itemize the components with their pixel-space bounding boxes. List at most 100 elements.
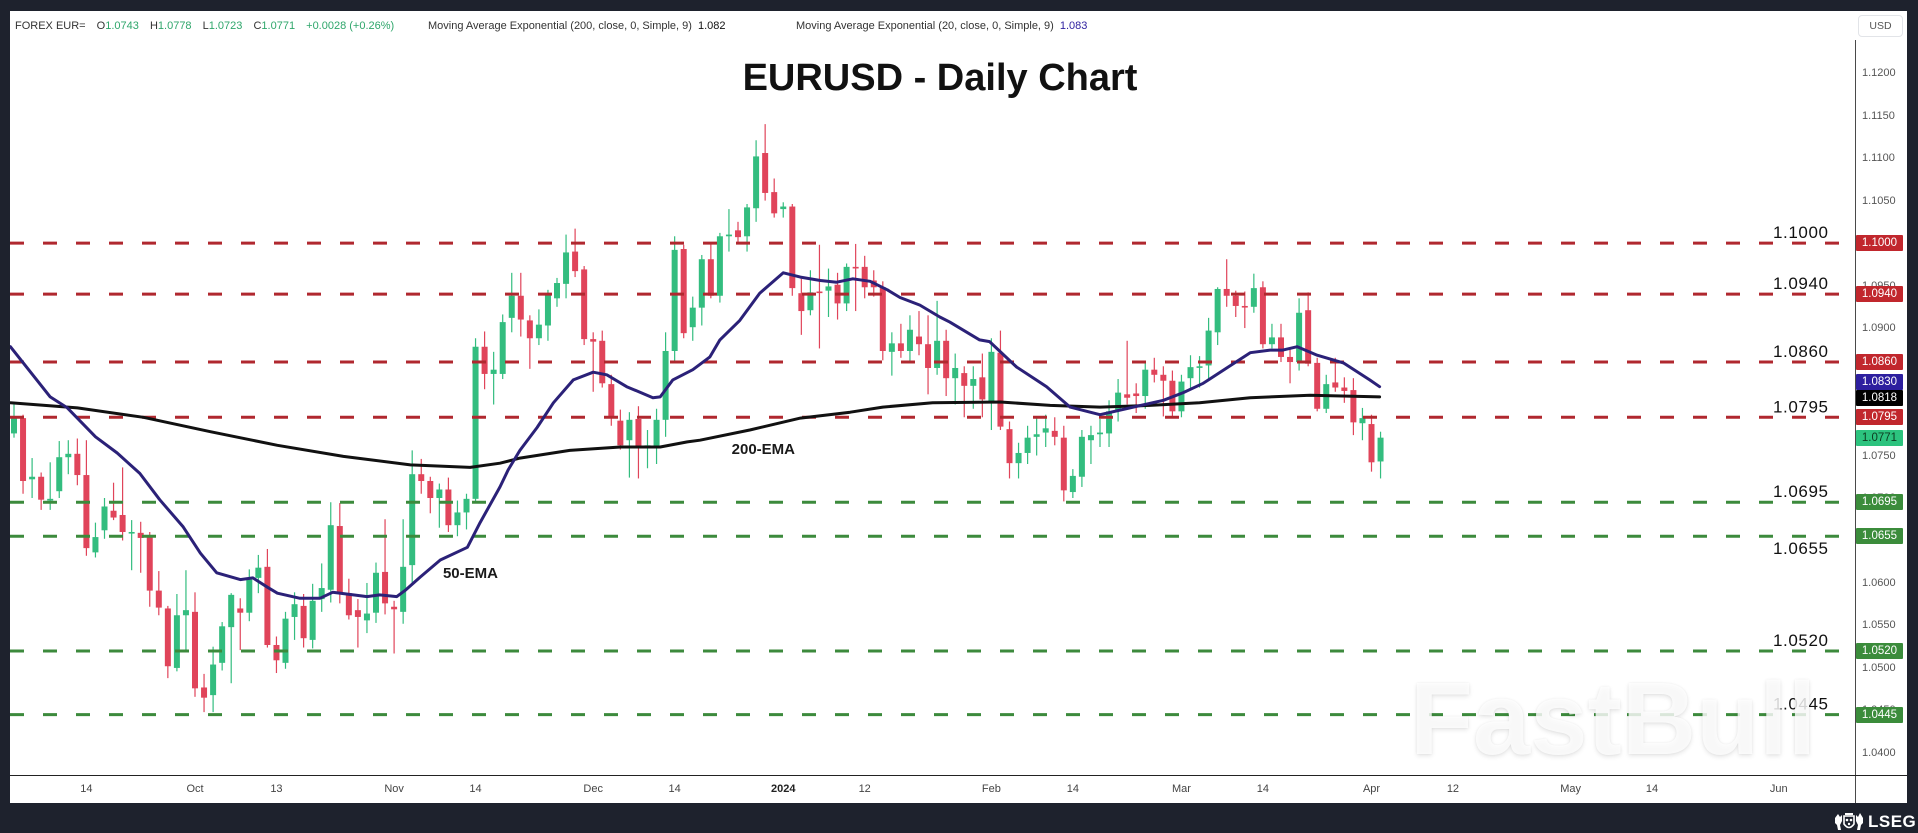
- candle: [952, 353, 959, 405]
- price-tag-1.0771: 1.0771: [1856, 429, 1903, 446]
- price-tag-1.0818: 1.0818: [1856, 389, 1903, 406]
- candle: [400, 519, 407, 624]
- candle: [1259, 281, 1266, 349]
- lseg-crest-icon: [1835, 813, 1863, 830]
- candle: [92, 522, 99, 558]
- candle: [1314, 357, 1321, 412]
- candle: [1160, 366, 1167, 417]
- candle: [345, 578, 352, 620]
- candle: [409, 450, 416, 583]
- candle: [879, 281, 886, 361]
- indicator-value: 1.083: [1059, 20, 1088, 32]
- candle: [137, 521, 144, 573]
- candle: [1323, 374, 1330, 414]
- price-axis-label: 1.0900: [1862, 322, 1896, 335]
- time-axis-label: Dec: [583, 783, 603, 795]
- candle: [798, 278, 805, 335]
- candle: [38, 472, 45, 510]
- time-axis-label: 14: [668, 783, 681, 795]
- candle: [11, 404, 17, 438]
- indicator-legend-ema200[interactable]: Moving Average Exponential (200, close, …: [428, 12, 725, 40]
- candle: [1169, 370, 1176, 417]
- chart-annotations: 200-EMA 50-EMA: [443, 441, 795, 582]
- candle: [925, 315, 932, 395]
- candle: [1069, 469, 1076, 498]
- price-axis-label: 1.0600: [1862, 576, 1896, 589]
- ohlc-open: O1.0743: [96, 20, 139, 32]
- candle: [427, 476, 434, 514]
- candle: [363, 582, 370, 634]
- chart-title: EURUSD - Daily Chart: [742, 57, 1138, 99]
- candle: [698, 254, 705, 326]
- time-axis-label: May: [1560, 783, 1581, 795]
- price-tag-1.0695: 1.0695: [1856, 494, 1903, 511]
- candle: [707, 243, 714, 299]
- candle: [1268, 323, 1275, 349]
- candle: [626, 412, 633, 478]
- time-axis[interactable]: 14 Oct 13 Nov 14 Dec 14 2024 12 Feb 14 Mar 14 Apr 12 Ma…: [10, 776, 1855, 803]
- candle: [291, 592, 298, 640]
- candle: [1151, 357, 1158, 383]
- candle: [309, 583, 316, 649]
- indicator-legend-ema20[interactable]: Moving Average Exponential (20, close, 0…: [796, 12, 1087, 40]
- candle: [680, 244, 687, 339]
- candle: [354, 599, 361, 648]
- symbol-legend[interactable]: FOREX EUR= O1.0743 H1.0778 L1.0723 C1.07…: [15, 12, 394, 40]
- ohlc-close: C1.0771: [253, 20, 296, 32]
- candle: [454, 500, 461, 537]
- candle: [662, 332, 669, 437]
- candle: [961, 366, 968, 418]
- candle: [173, 594, 180, 672]
- candle: [888, 332, 895, 376]
- candle: [1241, 291, 1248, 329]
- candle: [119, 467, 126, 541]
- level-label: 1.0795: [1773, 397, 1829, 416]
- candle: [382, 519, 389, 615]
- candle: [1296, 298, 1303, 371]
- candle: [1142, 362, 1149, 409]
- currency-button[interactable]: USD: [1858, 15, 1903, 37]
- candle: [689, 296, 696, 341]
- 50-ema-line[interactable]: [10, 271, 1382, 600]
- candle: [916, 311, 922, 356]
- candle: [1078, 430, 1085, 487]
- candle: [617, 409, 624, 450]
- time-axis-label: Nov: [384, 783, 404, 795]
- candle: [526, 315, 533, 369]
- candle: [535, 309, 542, 346]
- candle: [897, 323, 904, 358]
- price-axis-label: 1.0500: [1862, 661, 1896, 674]
- candle: [255, 554, 262, 594]
- price-tag-1.0860: 1.0860: [1856, 354, 1903, 371]
- candle: [318, 563, 325, 612]
- candle: [1377, 431, 1384, 479]
- candle: [282, 611, 289, 669]
- price-axis-label: 1.1200: [1862, 67, 1896, 80]
- candle: [1368, 414, 1375, 472]
- candle: [1278, 323, 1284, 363]
- symbol-name: FOREX EUR=: [15, 20, 86, 32]
- candle: [1006, 421, 1013, 479]
- price-chart[interactable]: 1.1000 1.0940 1.0860 1.0795 1.0695 1.0655 1.05…: [10, 40, 1855, 775]
- candle: [780, 202, 787, 218]
- 200-ema-annotation: 200-EMA: [732, 441, 796, 458]
- candle: [490, 351, 497, 405]
- candle: [155, 571, 162, 616]
- candle: [753, 140, 760, 222]
- candle: [436, 483, 443, 528]
- price-axis[interactable]: 1.12001.11501.11001.10501.09501.09001.07…: [1855, 40, 1907, 775]
- candle: [20, 414, 27, 494]
- candle: [599, 330, 606, 388]
- ohlc-high: H1.0778: [149, 20, 192, 32]
- candle: [65, 440, 72, 475]
- candle: [716, 232, 723, 303]
- candle: [164, 605, 171, 679]
- price-axis-label: 1.1100: [1862, 152, 1895, 165]
- candle: [997, 330, 1004, 431]
- 200-ema-line[interactable]: [10, 393, 1382, 469]
- candle: [906, 315, 913, 363]
- candle: [1015, 442, 1022, 479]
- price-axis-label: 1.0550: [1862, 619, 1896, 632]
- candle: [1033, 417, 1040, 456]
- candle: [771, 178, 778, 218]
